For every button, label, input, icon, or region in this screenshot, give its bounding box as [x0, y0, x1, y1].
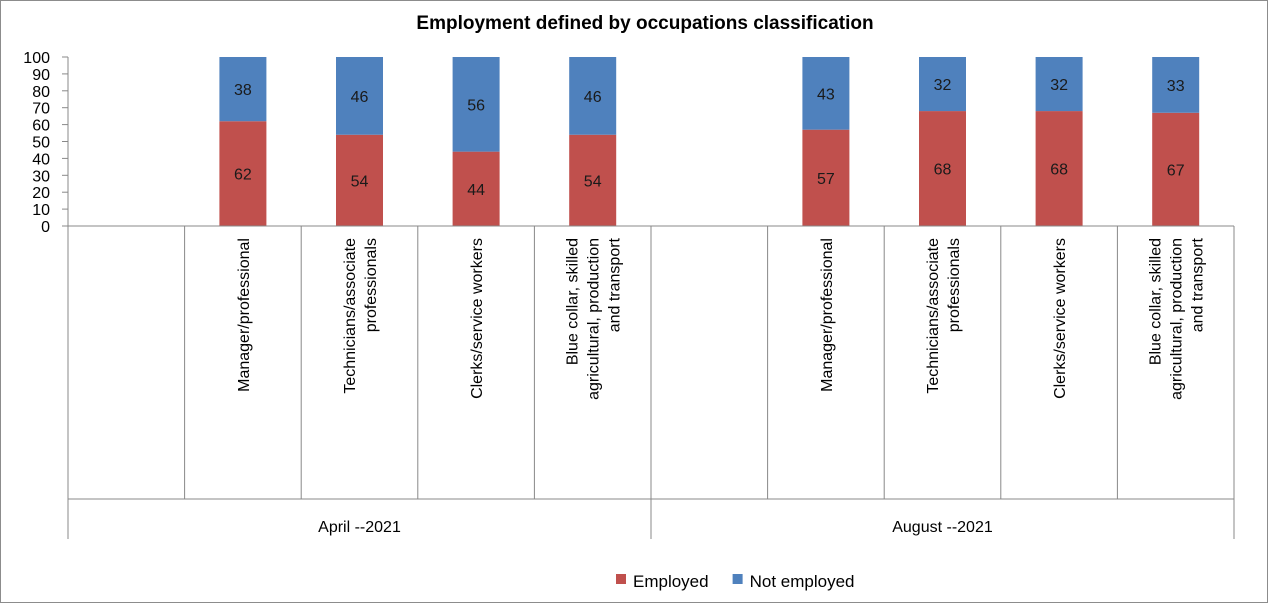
y-tick-label: 40	[32, 151, 50, 168]
bar-not-employed	[919, 57, 966, 112]
legend-label-employed: Employed	[633, 572, 709, 591]
bar-not-employed	[1152, 57, 1200, 113]
bar-value-label: 57	[817, 171, 835, 188]
bar-value-label: 68	[1050, 162, 1068, 179]
bar-value-label: 68	[934, 162, 952, 179]
bar-not-employed	[452, 57, 500, 152]
legend: Employed Not employed	[616, 572, 855, 591]
y-tick-label: 60	[32, 118, 50, 135]
x-category-label-line: agricultural, production	[1169, 238, 1186, 400]
y-tick-label: 20	[32, 185, 50, 202]
bar-value-label: 56	[467, 97, 485, 114]
legend-swatch-not-employed	[732, 574, 743, 584]
bar-value-label: 38	[234, 82, 252, 99]
x-category-label: Manager/professional	[236, 238, 253, 392]
bar-value-label: 32	[934, 77, 952, 94]
bar-layer: 62 38 54 46 44 56 54 46 57 43 68 32 68 32 67 33	[219, 57, 1200, 226]
y-tick-label: 10	[32, 202, 50, 219]
bar-value-label: 46	[351, 89, 369, 106]
x-category-label: Clerks/service workers	[469, 238, 486, 399]
y-tick-label: 100	[23, 50, 50, 67]
x-category-label-line: Blue collar, skilled	[565, 238, 582, 365]
x-category-label-line: Manager/professional	[236, 238, 253, 392]
bar-value-label: 54	[351, 173, 369, 190]
y-tick-label: 90	[32, 67, 50, 84]
x-category-label-line: Technicians/associate	[925, 238, 942, 394]
y-tick-label: 0	[41, 219, 50, 236]
bar-value-label: 54	[584, 173, 602, 190]
x-category-label-line: Clerks/service workers	[1052, 238, 1069, 399]
x-axis: Manager/professional Technicians/associat…	[67, 225, 1235, 539]
bar-employed	[452, 151, 500, 226]
x-category-label-line: and transport	[1190, 237, 1207, 332]
x-category-label-line: professionals	[946, 238, 963, 332]
bar-employed	[802, 129, 850, 226]
bar-not-employed	[569, 57, 617, 135]
bar-not-employed	[802, 57, 850, 130]
x-category-label: Blue collar, skilled agricultural, produc…	[1148, 237, 1207, 399]
bar-employed	[569, 134, 617, 226]
x-category-label: Technicians/associate professionals	[342, 238, 380, 394]
x-category-label: Clerks/service workers	[1052, 238, 1069, 399]
y-tick-label: 30	[32, 168, 50, 185]
bar-employed	[919, 111, 966, 226]
x-category-label: Blue collar, skilled agricultural, produc…	[565, 237, 624, 399]
bar-employed	[219, 121, 267, 226]
x-category-label-line: Technicians/associate	[342, 238, 359, 394]
bar-value-label: 32	[1050, 77, 1068, 94]
bar-employed	[1035, 111, 1083, 226]
bar-value-label: 43	[817, 86, 835, 103]
bar-not-employed	[336, 57, 383, 135]
y-tick-label: 70	[32, 101, 50, 118]
y-tick-label: 50	[32, 135, 50, 152]
bar-not-employed	[1035, 57, 1083, 112]
legend-swatch-employed	[616, 574, 626, 584]
x-group-label: August --2021	[892, 519, 993, 536]
bar-value-label: 33	[1167, 78, 1185, 95]
x-category-label: Technicians/associate professionals	[925, 238, 963, 394]
x-category-label: Manager/professional	[819, 238, 836, 392]
bar-employed	[1152, 112, 1200, 226]
x-group-label: April --2021	[318, 519, 401, 536]
bar-value-label: 67	[1167, 162, 1185, 179]
bar-not-employed	[219, 57, 267, 122]
x-category-label-line: Clerks/service workers	[469, 238, 486, 399]
x-category-label-line: Blue collar, skilled	[1148, 238, 1165, 365]
x-category-label-line: professionals	[363, 238, 380, 332]
chart-title: Employment defined by occupations classi…	[416, 13, 873, 34]
bar-value-label: 46	[584, 89, 602, 106]
bar-value-label: 62	[234, 167, 252, 184]
x-category-label-line: Manager/professional	[819, 238, 836, 392]
y-tick-label: 80	[32, 84, 50, 101]
bar-value-label: 44	[467, 182, 485, 199]
x-category-label-line: agricultural, production	[586, 238, 603, 400]
bar-employed	[336, 134, 383, 226]
legend-label-not-employed: Not employed	[750, 572, 855, 591]
x-category-label-line: and transport	[607, 237, 624, 332]
